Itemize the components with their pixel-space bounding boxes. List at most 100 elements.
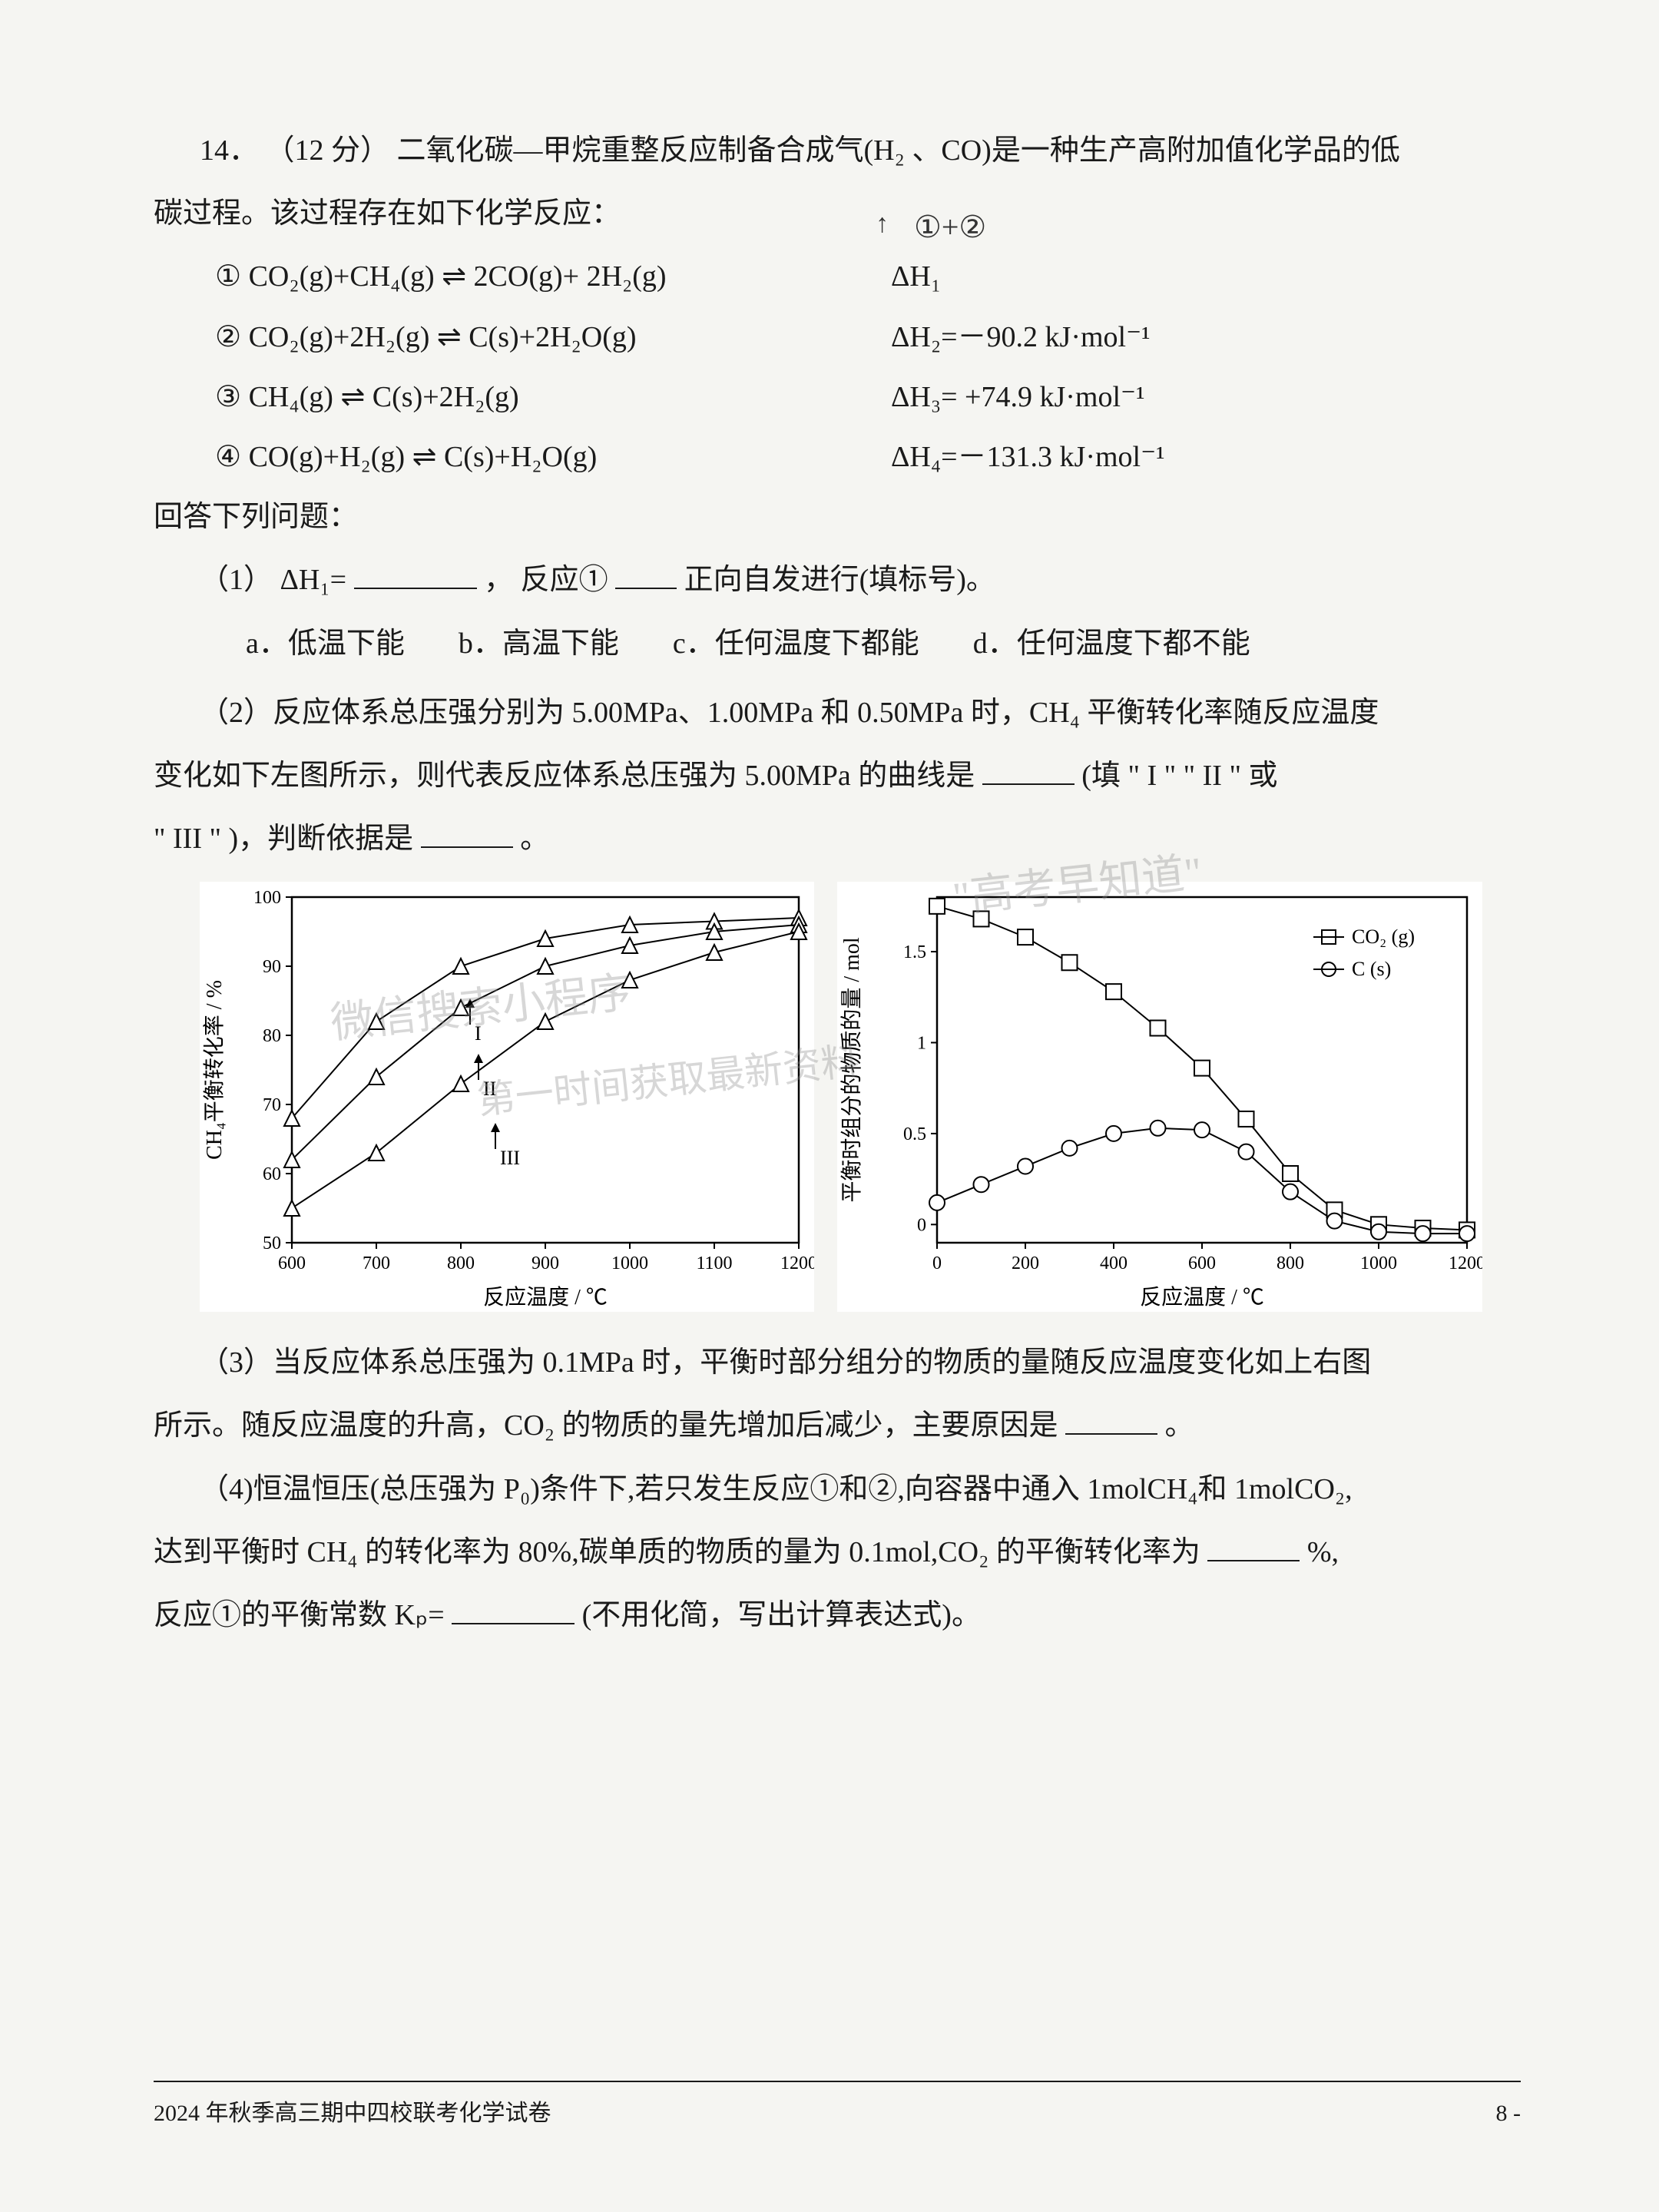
svg-text:80: 80: [263, 1026, 281, 1046]
svg-text:200: 200: [1012, 1253, 1039, 1273]
eq3-lhs: CH₄(g): [249, 381, 333, 413]
eq1-num: ①: [215, 260, 241, 293]
q1-line: （1） ΔH₁= ， 反应① 正向自发进行(填标号)。: [154, 552, 1521, 608]
eq-arrow: ⇌: [442, 260, 473, 293]
svg-text:1000: 1000: [611, 1253, 648, 1273]
q4-line2: 达到平衡时 CH₄ 的转化率为 80%,碳单质的物质的量为 0.1mol,CO₂…: [154, 1525, 1521, 1580]
right-chart: 02004006008001000120000.511.5反应温度 / ℃平衡时…: [837, 882, 1482, 1312]
svg-text:平衡时组分的物质的量 / mol: 平衡时组分的物质的量 / mol: [839, 937, 864, 1203]
svg-text:III: III: [500, 1147, 520, 1169]
handwriting-1: ①+②: [914, 198, 986, 257]
opt-b: b．高温下能: [459, 616, 619, 671]
q4-line3: 反应①的平衡常数 Kₚ= (不用化简，写出计算表达式)。: [154, 1588, 1521, 1643]
svg-text:反应温度 / ℃: 反应温度 / ℃: [483, 1285, 608, 1310]
svg-text:CO₂ (g): CO₂ (g): [1352, 926, 1415, 948]
svg-text:800: 800: [447, 1253, 475, 1273]
svg-text:600: 600: [278, 1253, 306, 1273]
eq1-dh: ΔH₁: [891, 249, 1521, 304]
svg-text:900: 900: [531, 1253, 559, 1273]
q2e: 。: [520, 823, 549, 855]
blank-q4a[interactable]: [1207, 1529, 1300, 1561]
q4c: %,: [1307, 1536, 1339, 1568]
svg-text:0: 0: [917, 1216, 926, 1236]
eq-arrow: ⇌: [340, 381, 372, 413]
q2d: " III " )，判断依据是: [154, 823, 413, 855]
blank-reason[interactable]: [421, 816, 513, 848]
svg-text:反应温度 / ℃: 反应温度 / ℃: [1140, 1285, 1264, 1310]
svg-text:1200: 1200: [780, 1253, 814, 1273]
svg-text:C (s): C (s): [1352, 958, 1391, 980]
svg-text:50: 50: [263, 1233, 281, 1253]
q2-line1: （2）反应体系总压强分别为 5.00MPa、1.00MPa 和 0.50MPa …: [154, 685, 1521, 740]
question-points: （12 分）: [266, 134, 390, 167]
svg-text:1: 1: [917, 1034, 926, 1054]
eq4-num: ④: [215, 441, 241, 473]
eq2-dh: ΔH₂=－90.2 kJ·mol⁻¹: [891, 310, 1521, 365]
svg-text:800: 800: [1277, 1253, 1304, 1273]
q3-line1: （3）当反应体系总压强为 0.1MPa 时，平衡时部分组分的物质的量随反应温度变…: [154, 1335, 1521, 1390]
svg-text:60: 60: [263, 1164, 281, 1184]
q4-line1: （4)恒温恒压(总压强为 P₀)条件下,若只发生反应①和②,向容器中通入 1mo…: [154, 1462, 1521, 1517]
footer-right: 8 -: [1496, 2091, 1522, 2135]
eq4-dh: ΔH₄=－131.3 kJ·mol⁻¹: [891, 429, 1521, 485]
svg-text:90: 90: [263, 957, 281, 977]
page-footer: 2024 年秋季高三期中四校联考化学试卷 8 -: [154, 2081, 1521, 2135]
q4b: 达到平衡时 CH₄ 的转化率为 80%,碳单质的物质的量为 0.1mol,CO₂…: [154, 1536, 1200, 1568]
svg-text:0.5: 0.5: [903, 1124, 926, 1144]
opt-d: d．任何温度下都不能: [973, 616, 1250, 671]
eq4-rhs: C(s)+H₂O(g): [444, 441, 597, 473]
eq3-rhs: C(s)+2H₂(g): [373, 381, 519, 413]
q3c: 。: [1165, 1409, 1194, 1442]
blank-curve[interactable]: [982, 753, 1075, 785]
q1b: ， 反应①: [484, 564, 608, 596]
options-row: a．低温下能 b．高温下能 c．任何温度下都能 d．任何温度下都不能: [154, 616, 1521, 671]
eq-arrow: ⇌: [412, 441, 444, 473]
footer-left: 2024 年秋季高三期中四校联考化学试卷: [154, 2091, 551, 2135]
q3-line2: 所示。随反应温度的升高，CO₂ 的物质的量先增加后减少，主要原因是 。: [154, 1398, 1521, 1453]
eq3-num: ③: [215, 381, 241, 413]
svg-text:1100: 1100: [696, 1253, 732, 1273]
q4d: 反应①的平衡常数 Kₚ=: [154, 1599, 445, 1631]
q1a: （1） ΔH₁=: [200, 564, 346, 596]
svg-text:700: 700: [363, 1253, 390, 1273]
svg-text:400: 400: [1100, 1253, 1128, 1273]
eq-arrow: ⇌: [437, 321, 469, 353]
question-number: 14．: [200, 134, 258, 167]
opt-a: a．低温下能: [246, 616, 405, 671]
charts-row: 6007008009001000110012005060708090100反应温…: [200, 882, 1521, 1312]
svg-text:1000: 1000: [1360, 1253, 1397, 1273]
q2-line2: 变化如下左图所示，则代表反应体系总压强为 5.00MPa 的曲线是 (填 " I…: [154, 748, 1521, 803]
question-stem-line1: 14． （12 分） 二氧化碳—甲烷重整反应制备合成气(H₂ 、CO)是一种生产…: [154, 123, 1521, 178]
q2-line3: " III " )，判断依据是 。: [154, 811, 1521, 866]
svg-text:0: 0: [932, 1253, 942, 1273]
eq2-rhs: C(s)+2H₂O(g): [469, 321, 636, 353]
equation-4: ④ CO(g)+H₂(g) ⇌ C(s)+H₂O(g) ΔH₄=－131.3 k…: [154, 429, 1521, 485]
svg-text:I: I: [475, 1022, 482, 1045]
eq1-lhs: CO₂(g)+CH₄(g): [249, 260, 435, 293]
eq1-rhs: 2CO(g)+ 2H₂(g): [474, 260, 667, 293]
q2c: (填 " I " " II " 或: [1081, 760, 1277, 792]
blank-kp[interactable]: [452, 1592, 575, 1624]
svg-text:CH₄平衡转化率 / %: CH₄平衡转化率 / %: [202, 980, 227, 1160]
answer-prompt: 回答下列问题：: [154, 489, 1521, 545]
left-chart: 6007008009001000110012005060708090100反应温…: [200, 882, 814, 1312]
opt-c: c．任何温度下都能: [673, 616, 919, 671]
question-stem-line2: 碳过程。该过程存在如下化学反应：: [154, 186, 1521, 241]
q2b: 变化如下左图所示，则代表反应体系总压强为 5.00MPa 的曲线是: [154, 760, 975, 792]
page-content: 14． （12 分） 二氧化碳—甲烷重整反应制备合成气(H₂ 、CO)是一种生产…: [154, 123, 1521, 1643]
equation-2: ② CO₂(g)+2H₂(g) ⇌ C(s)+2H₂O(g) ΔH₂=－90.2…: [154, 310, 1521, 365]
equation-3: ③ CH₄(g) ⇌ C(s)+2H₂(g) ΔH₃= +74.9 kJ·mol…: [154, 369, 1521, 425]
blank-dh1[interactable]: [354, 558, 477, 590]
q1c: 正向自发进行(填标号)。: [684, 564, 995, 596]
equation-1: ① CO₂(g)+CH₄(g) ⇌ 2CO(g)+ 2H₂(g) ΔH₁: [154, 249, 1521, 304]
blank-dir[interactable]: [615, 558, 677, 590]
q3b: 所示。随反应温度的升高，CO₂ 的物质的量先增加后减少，主要原因是: [154, 1409, 1058, 1442]
stem-a: 二氧化碳—甲烷重整反应制备合成气(H₂ 、CO)是一种生产高附加值化学品的低: [397, 134, 1400, 167]
svg-text:II: II: [483, 1078, 496, 1100]
svg-text:600: 600: [1188, 1253, 1216, 1273]
svg-text:100: 100: [253, 888, 281, 908]
svg-text:1.5: 1.5: [903, 942, 926, 962]
eq3-dh: ΔH₃= +74.9 kJ·mol⁻¹: [891, 369, 1521, 425]
q4e: (不用化简，写出计算表达式)。: [582, 1599, 981, 1631]
blank-q3[interactable]: [1065, 1403, 1157, 1435]
